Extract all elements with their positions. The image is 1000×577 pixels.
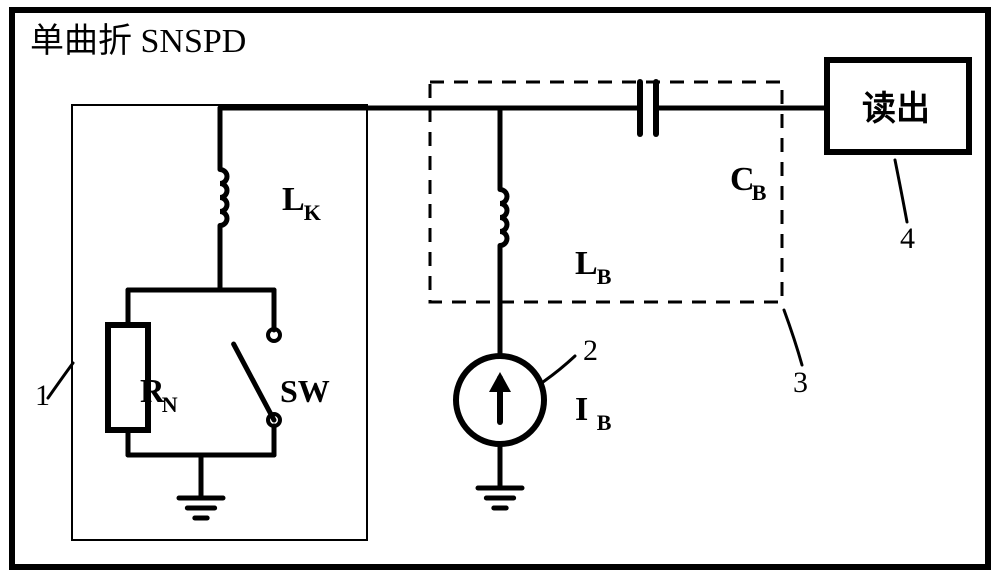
- label-lb: LB: [575, 245, 612, 289]
- current-arrow: [489, 372, 511, 392]
- svg-text:L: L: [282, 181, 305, 218]
- ref-2: 2: [583, 334, 598, 367]
- label-sw: SW: [280, 373, 330, 409]
- svg-text:B: B: [752, 180, 767, 205]
- svg-text:N: N: [162, 392, 178, 417]
- svg-text:B: B: [597, 410, 612, 435]
- ref-3: 3: [793, 366, 808, 399]
- svg-text:I: I: [575, 391, 588, 428]
- label-lk: LK: [282, 181, 321, 225]
- label-readout: 读出: [862, 90, 930, 128]
- ref-4: 4: [900, 222, 915, 255]
- ref-1: 1: [35, 379, 50, 412]
- switch-top-node: [268, 329, 280, 341]
- title-label: 单曲折 SNSPD: [30, 22, 246, 60]
- svg-text:L: L: [575, 245, 598, 282]
- svg-text:B: B: [597, 264, 612, 289]
- svg-text:K: K: [304, 200, 321, 225]
- label-cb: CB: [730, 161, 767, 205]
- label-ib: IB: [575, 391, 612, 435]
